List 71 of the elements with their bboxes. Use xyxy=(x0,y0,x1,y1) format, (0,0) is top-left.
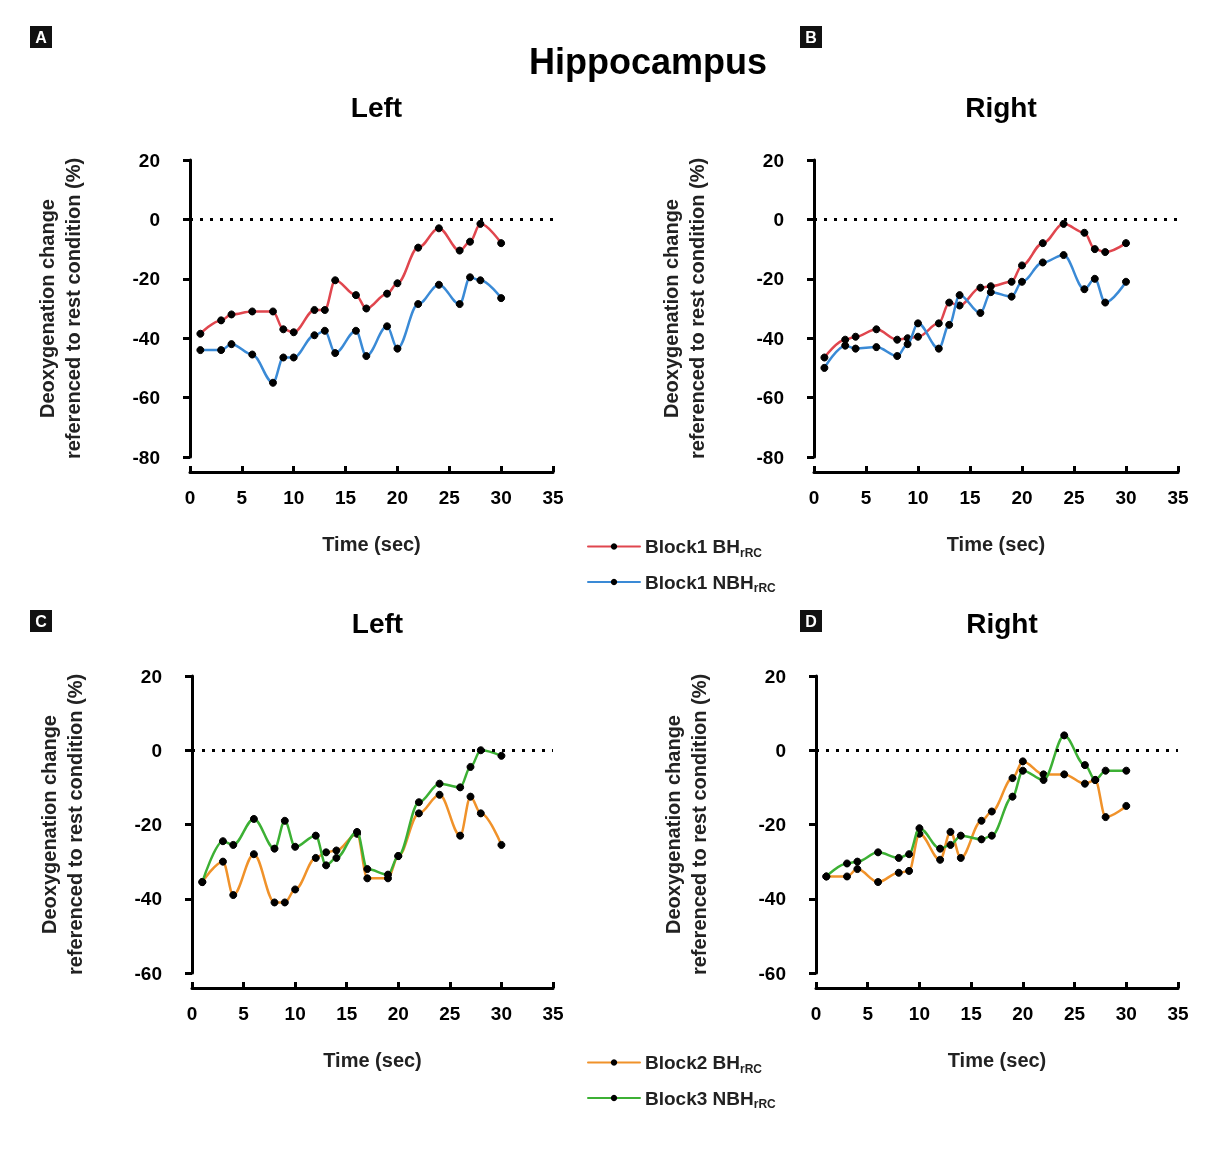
chart-title: Right xyxy=(966,607,1038,639)
text: A xyxy=(35,28,48,46)
y-tick-label: -60 xyxy=(132,387,160,409)
x-tick-label: 15 xyxy=(959,487,981,508)
y-tick-label: 20 xyxy=(140,665,162,687)
x-tick-label: 20 xyxy=(1011,487,1033,508)
x-tick-label: 10 xyxy=(284,1003,306,1024)
x-tick-label: 30 xyxy=(1115,487,1137,508)
y-axis-title: Deoxygenation change referenced to rest condition (%) xyxy=(662,673,710,976)
x-tick-label: 30 xyxy=(490,487,512,508)
y-tick-label: -40 xyxy=(132,327,160,349)
y-tick-label: 0 xyxy=(149,208,160,230)
x-tick-label: 35 xyxy=(1167,487,1189,508)
y-tick-label: -80 xyxy=(132,446,160,468)
y-axis-title: Deoxygenation change referenced to rest condition (%) xyxy=(36,157,84,460)
x-tick-label: 0 xyxy=(810,1003,822,1024)
x-tick-label: 0 xyxy=(186,1003,198,1024)
y-tick-label: -20 xyxy=(132,268,160,290)
y-tick-label: 0 xyxy=(775,739,786,761)
x-tick-label: 25 xyxy=(1063,487,1085,508)
chart-subtitle: Left xyxy=(350,91,403,123)
text: B xyxy=(805,28,817,46)
text: D xyxy=(805,612,817,630)
x-tick-label: 25 xyxy=(439,1003,461,1024)
y-tick-label: -20 xyxy=(134,814,162,835)
y-tick-label: 0 xyxy=(773,208,784,230)
x-tick-label: 5 xyxy=(238,1003,250,1024)
y-tick-label: -40 xyxy=(134,888,162,910)
x-tick-label: 15 xyxy=(335,487,357,508)
y-tick-label: -60 xyxy=(758,962,786,984)
y-tick-label: 20 xyxy=(764,665,786,687)
x-tick-label: 0 xyxy=(808,487,820,508)
x-axis-title: Time (sec) xyxy=(947,1049,1047,1071)
x-tick-label: 30 xyxy=(1115,1003,1137,1024)
x-tick-label: 20 xyxy=(1012,1003,1034,1024)
y-tick-label: -40 xyxy=(758,888,786,910)
y-axis-title: Deoxygenation change referenced to rest condition (%) xyxy=(660,157,708,460)
x-tick-label: 35 xyxy=(542,487,564,508)
x-tick-label: 10 xyxy=(907,487,929,508)
x-tick-label: 20 xyxy=(387,1003,409,1024)
x-axis-title: Time (sec) xyxy=(323,1049,422,1071)
x-axis-title: Time (sec) xyxy=(946,533,1046,555)
x-tick-label: 20 xyxy=(386,487,408,508)
y-axis-title: Deoxygenation change referenced to rest condition (%) xyxy=(38,673,86,976)
chart-title: Left xyxy=(351,607,404,639)
x-tick-label: 5 xyxy=(862,1003,874,1024)
x-tick-label: 10 xyxy=(908,1003,930,1024)
x-tick-label: 30 xyxy=(490,1003,512,1024)
y-tick-label: -20 xyxy=(758,814,786,835)
text: Hippocampus xyxy=(528,40,768,82)
y-tick-label: -20 xyxy=(756,268,784,290)
y-tick-label: 20 xyxy=(762,149,784,171)
chart-title: Right xyxy=(965,91,1037,123)
y-tick-label: -80 xyxy=(756,446,784,468)
x-tick-label: 5 xyxy=(236,487,248,508)
x-tick-label: 15 xyxy=(960,1003,983,1024)
x-tick-label: 5 xyxy=(860,487,872,508)
x-tick-label: 25 xyxy=(1064,1003,1086,1024)
x-tick-label: 10 xyxy=(283,487,305,508)
y-tick-label: -60 xyxy=(756,387,784,409)
y-tick-label: 0 xyxy=(151,739,162,761)
x-axis-title: Time (sec) xyxy=(322,533,421,555)
x-tick-label: 0 xyxy=(184,487,196,508)
x-tick-label: 25 xyxy=(438,487,461,508)
x-tick-label: 35 xyxy=(1167,1003,1189,1024)
x-tick-label: 35 xyxy=(542,1003,564,1024)
y-tick-label: -60 xyxy=(134,962,162,984)
y-tick-label: -40 xyxy=(756,327,784,349)
text: C xyxy=(35,612,48,630)
y-tick-label: 20 xyxy=(138,149,160,171)
x-tick-label: 15 xyxy=(336,1003,358,1024)
